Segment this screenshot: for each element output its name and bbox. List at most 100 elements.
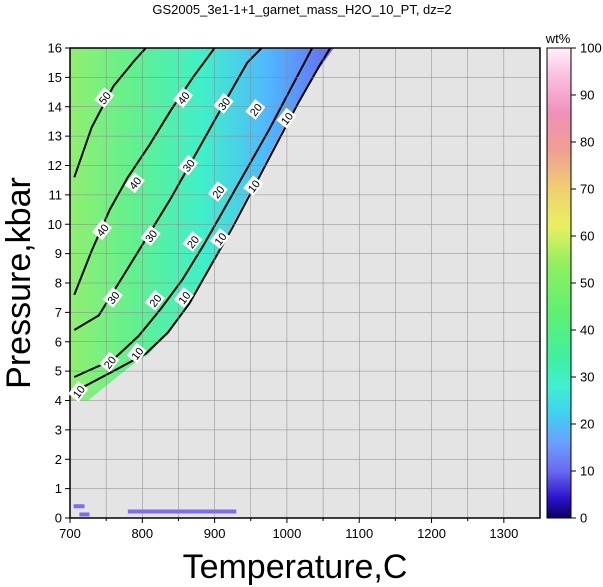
contour-label: 40 [127,175,144,192]
x-tick-label: 1200 [417,526,446,541]
colorbar-tick-label: 50 [580,276,594,291]
contour-label-bg [213,93,234,114]
y-axis-label: Pressure,kbar [0,177,38,389]
y-tick-label: 9 [55,246,62,261]
y-tick-label: 3 [55,422,62,437]
contour-label: 20 [148,293,165,310]
contour-label-bg [209,228,231,249]
x-axis-label: Temperature,C [183,548,408,586]
y-tick-label: 0 [55,511,62,526]
colorbar-tick-label: 30 [580,370,594,385]
contour-label-group: 20 [99,351,120,373]
contour-label: 20 [248,102,265,119]
contour-label-group: 30 [213,93,234,114]
contour-label-bg [144,289,165,311]
y-tick-label: 13 [48,129,62,144]
y-tick-label: 2 [55,452,62,467]
y-tick-label: 1 [55,481,62,496]
contour-label-bg [140,225,161,246]
colorbar [546,47,572,519]
contour-label-group: 20 [207,181,228,202]
contour-label-group: 10 [126,342,147,364]
contour-label: 30 [143,228,160,245]
y-tick-label: 7 [55,305,62,320]
contour-label-group: 30 [140,225,161,246]
y-tick-label: 5 [55,364,62,379]
contour-label: 40 [176,90,193,107]
colorbar-tick-label: 60 [580,229,594,244]
contour-label-bg [178,154,199,176]
contour-label-group: 40 [92,219,113,241]
contour-label-bg [182,231,203,252]
contour-label: 30 [181,158,198,175]
x-tick-label: 700 [59,526,81,541]
contour-label: 10 [213,231,230,248]
contour-label-bg [102,287,124,308]
contour-line-40 [73,48,216,296]
x-axis-ticks: 700 800 900 1000 1100 1200 1300 [59,518,518,541]
colorbar-tick-label: 20 [580,417,594,432]
contour-label: 10 [129,346,146,363]
x-tick-label: 1300 [489,526,518,541]
y-tick-label: 11 [49,187,63,202]
colorbar-tick-label: 70 [580,182,594,197]
y-tick-label: 16 [48,41,62,56]
contour-label-bg [173,87,194,108]
x-tick-label: 800 [131,526,153,541]
contour-label: 30 [216,96,233,113]
y-tick-label: 12 [48,158,62,173]
contour-label-group: 10 [68,381,89,402]
contour-label: 20 [102,354,119,371]
contour-label-bg [99,351,120,373]
contour-label-group: 30 [178,154,199,176]
contour-label-group: 50 [94,87,115,108]
contour-label: 10 [246,178,263,195]
contour-label-bg [243,175,264,197]
colorbar-tick-label: 10 [580,464,594,479]
colorbar-ticks: 0 10 20 30 40 50 60 70 80 90 100 [571,41,602,526]
contour-label: 10 [176,290,193,307]
contour-label-group: 20 [144,289,165,311]
contour-label-group: 40 [124,172,145,194]
contour-label-group: 30 [102,287,124,308]
contour-label: 20 [185,234,202,251]
contour-label-group: 10 [173,287,194,308]
contour-line-20 [73,48,314,378]
contour-label: 20 [210,184,227,201]
y-tick-label: 8 [55,276,62,291]
y-tick-label: 15 [48,70,62,85]
contour-label-bg [126,342,147,364]
contour-label-bg [207,181,228,202]
colorbar-tick-label: 40 [580,323,594,338]
contour-labels: 10 10 10 10 10 10 20 20 20 20 20 30 30 30 30 40 40 40 50 [68,87,297,402]
contour-label-bg [245,99,266,120]
chart-title: GS2005_3e1-1+1_garnet_mass_H2O_10_PT, dz… [152,2,451,17]
contour-label-group: 10 [243,175,264,197]
contour-line-50 [73,48,147,178]
low-band-marks [73,504,237,517]
contour-label: 50 [97,90,114,107]
contour-label-bg [173,287,194,308]
contour-label-group: 10 [209,228,231,249]
contour-label-bg [68,381,89,402]
contour-label-bg [92,219,113,241]
contour-label: 10 [71,384,88,401]
y-tick-label: 4 [55,393,62,408]
colorbar-tick-label: 90 [580,88,594,103]
colorbar-label: wt% [545,31,571,46]
y-tick-label: 10 [48,217,62,232]
colorbar-tick-label: 0 [580,511,587,526]
colorbar-tick-label: 100 [580,41,602,56]
x-tick-label: 900 [204,526,226,541]
contour-label: 40 [95,222,112,239]
contour-label-bg [124,172,145,194]
x-tick-label: 1100 [345,526,373,541]
contour-label-group: 10 [276,107,297,129]
contour-label-group: 20 [182,231,203,252]
y-tick-label: 6 [55,334,62,349]
contour-label-group: 40 [173,87,194,108]
y-tick-label: 14 [48,99,62,114]
x-tick-label: 1000 [272,526,301,541]
